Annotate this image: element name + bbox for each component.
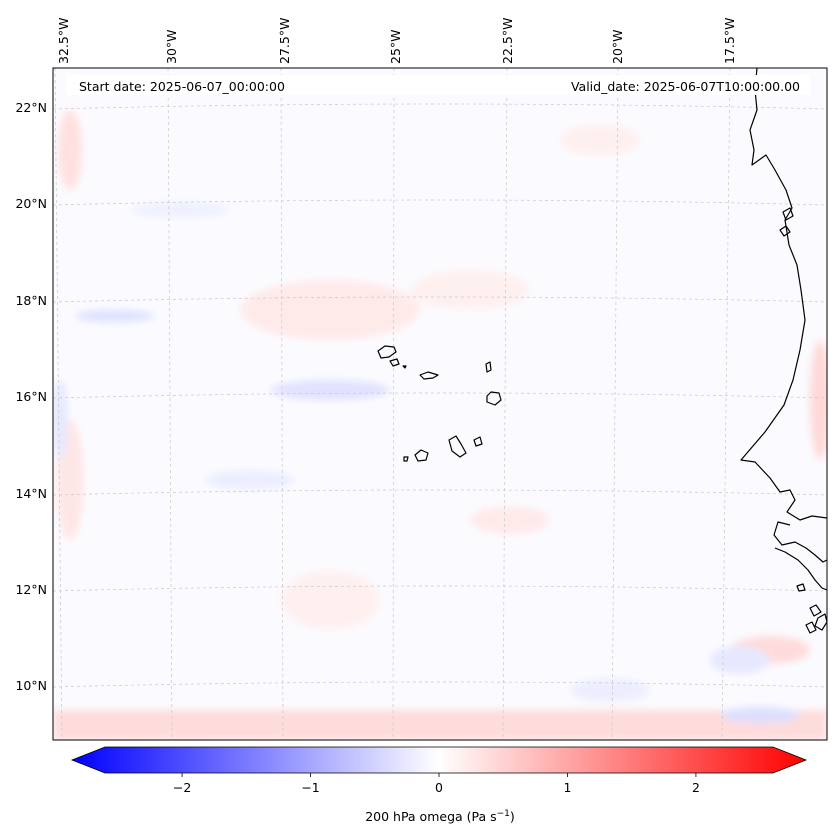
lat-tick-label: 10°N [15,678,47,693]
start-date: Start date: 2025-06-07_00:00:00 [79,79,285,94]
omega-positive-area [470,506,550,534]
omega-negative-area [75,310,155,322]
map-frame [52,67,828,741]
omega-negative-area [205,470,295,490]
lon-tick-label: 32.5°W [56,18,71,64]
bijagos-island [805,621,817,634]
africa-coastline [740,68,827,634]
meridian-line [280,68,284,740]
colorbar-tick-label: 0 [435,780,443,795]
omega-negative-area [270,380,390,400]
omega-negative-area [710,646,770,674]
meridian-line [611,68,619,740]
map-panel: Start date: 2025-06-07_00:00:00 Valid_da… [52,67,828,741]
parallel-line [53,681,827,688]
island-santo-antao [377,345,397,359]
omega-positive-area [410,270,530,310]
meridian-line [392,68,395,740]
lat-tick-label: 18°N [15,293,47,308]
omega-negative-area [570,678,650,702]
lat-tick-label: 12°N [15,582,47,597]
island-boa-vista [486,391,502,406]
omega-positive-area [560,124,640,156]
colorbar-tick-label: −2 [173,780,191,795]
colorbar-tick-label: −1 [301,780,319,795]
omega-positive-area [58,110,82,190]
omega-negative-area [53,380,68,460]
colorbar-ticks: −2 −1 0 1 2 [173,773,700,795]
lat-tick-label: 20°N [15,196,47,211]
island-sao-vicente [389,358,400,367]
meridian-line [721,68,731,740]
lat-tick-label: 14°N [15,486,47,501]
map-background [53,68,827,740]
graticule [53,68,827,740]
lon-tick-label: 22.5°W [500,18,515,64]
date-strip [66,75,810,95]
colorbar-tick-label: 2 [692,780,700,795]
meridian-line [167,68,173,740]
meridian-line [54,68,63,740]
island-maio [473,436,483,447]
valid-date: Valid_date: 2025-06-07T10:00:00.00 [571,79,800,94]
omega-positive-area [810,340,827,460]
longitude-ticks: 32.5°W 30°W 27.5°W 25°W 22.5°W 20°W 17.5… [56,18,737,64]
lon-tick-label: 20°W [610,29,625,64]
island-fogo [414,449,429,462]
colorbar-bar [70,746,808,774]
omega-negative-area [720,707,800,723]
guinea-coast [814,613,827,631]
bijagos-island [796,583,806,592]
bijagos-island [809,604,822,617]
island-santa-luzia [402,365,407,369]
island-sao-nicolau [419,371,439,380]
lon-tick-label: 30°W [164,29,179,64]
mauritania-senegal-coast [740,68,827,521]
parallel-line [53,296,827,303]
lat-tick-label: 16°N [15,389,47,404]
omega-positive-area [280,570,380,630]
parallel-line [53,199,827,206]
parallel-line [53,585,827,592]
island-sal [485,361,492,373]
lon-tick-label: 17.5°W [722,18,737,64]
omega-positive-band [53,710,827,740]
island-brava [403,456,409,462]
dakar-peninsula [779,225,791,237]
cape-verde-islands [377,345,502,462]
guinea-bissau-coast [774,547,827,591]
lon-tick-label: 27.5°W [277,18,292,64]
banc-d-arguin [782,207,794,221]
lon-tick-label: 25°W [388,29,403,64]
island-santiago [448,435,467,458]
omega-positive-area [240,280,420,340]
gambia-coast [773,521,827,563]
lat-tick-label: 22°N [15,100,47,115]
latitude-ticks: 22°N 20°N 18°N 16°N 14°N 12°N 10°N [15,100,47,693]
colorbar-label: 200 hPa omega (Pa s−1) [365,809,515,824]
parallel-line [53,392,827,399]
omega-field [53,110,827,740]
colorbar: −2 −1 0 1 2 200 hPa omega (Pa s−1) [70,746,808,824]
parallel-line [53,489,827,496]
omega-negative-area [130,202,230,218]
colorbar-tick-label: 1 [563,780,571,795]
meridian-line [502,68,508,740]
parallel-line [53,103,827,110]
